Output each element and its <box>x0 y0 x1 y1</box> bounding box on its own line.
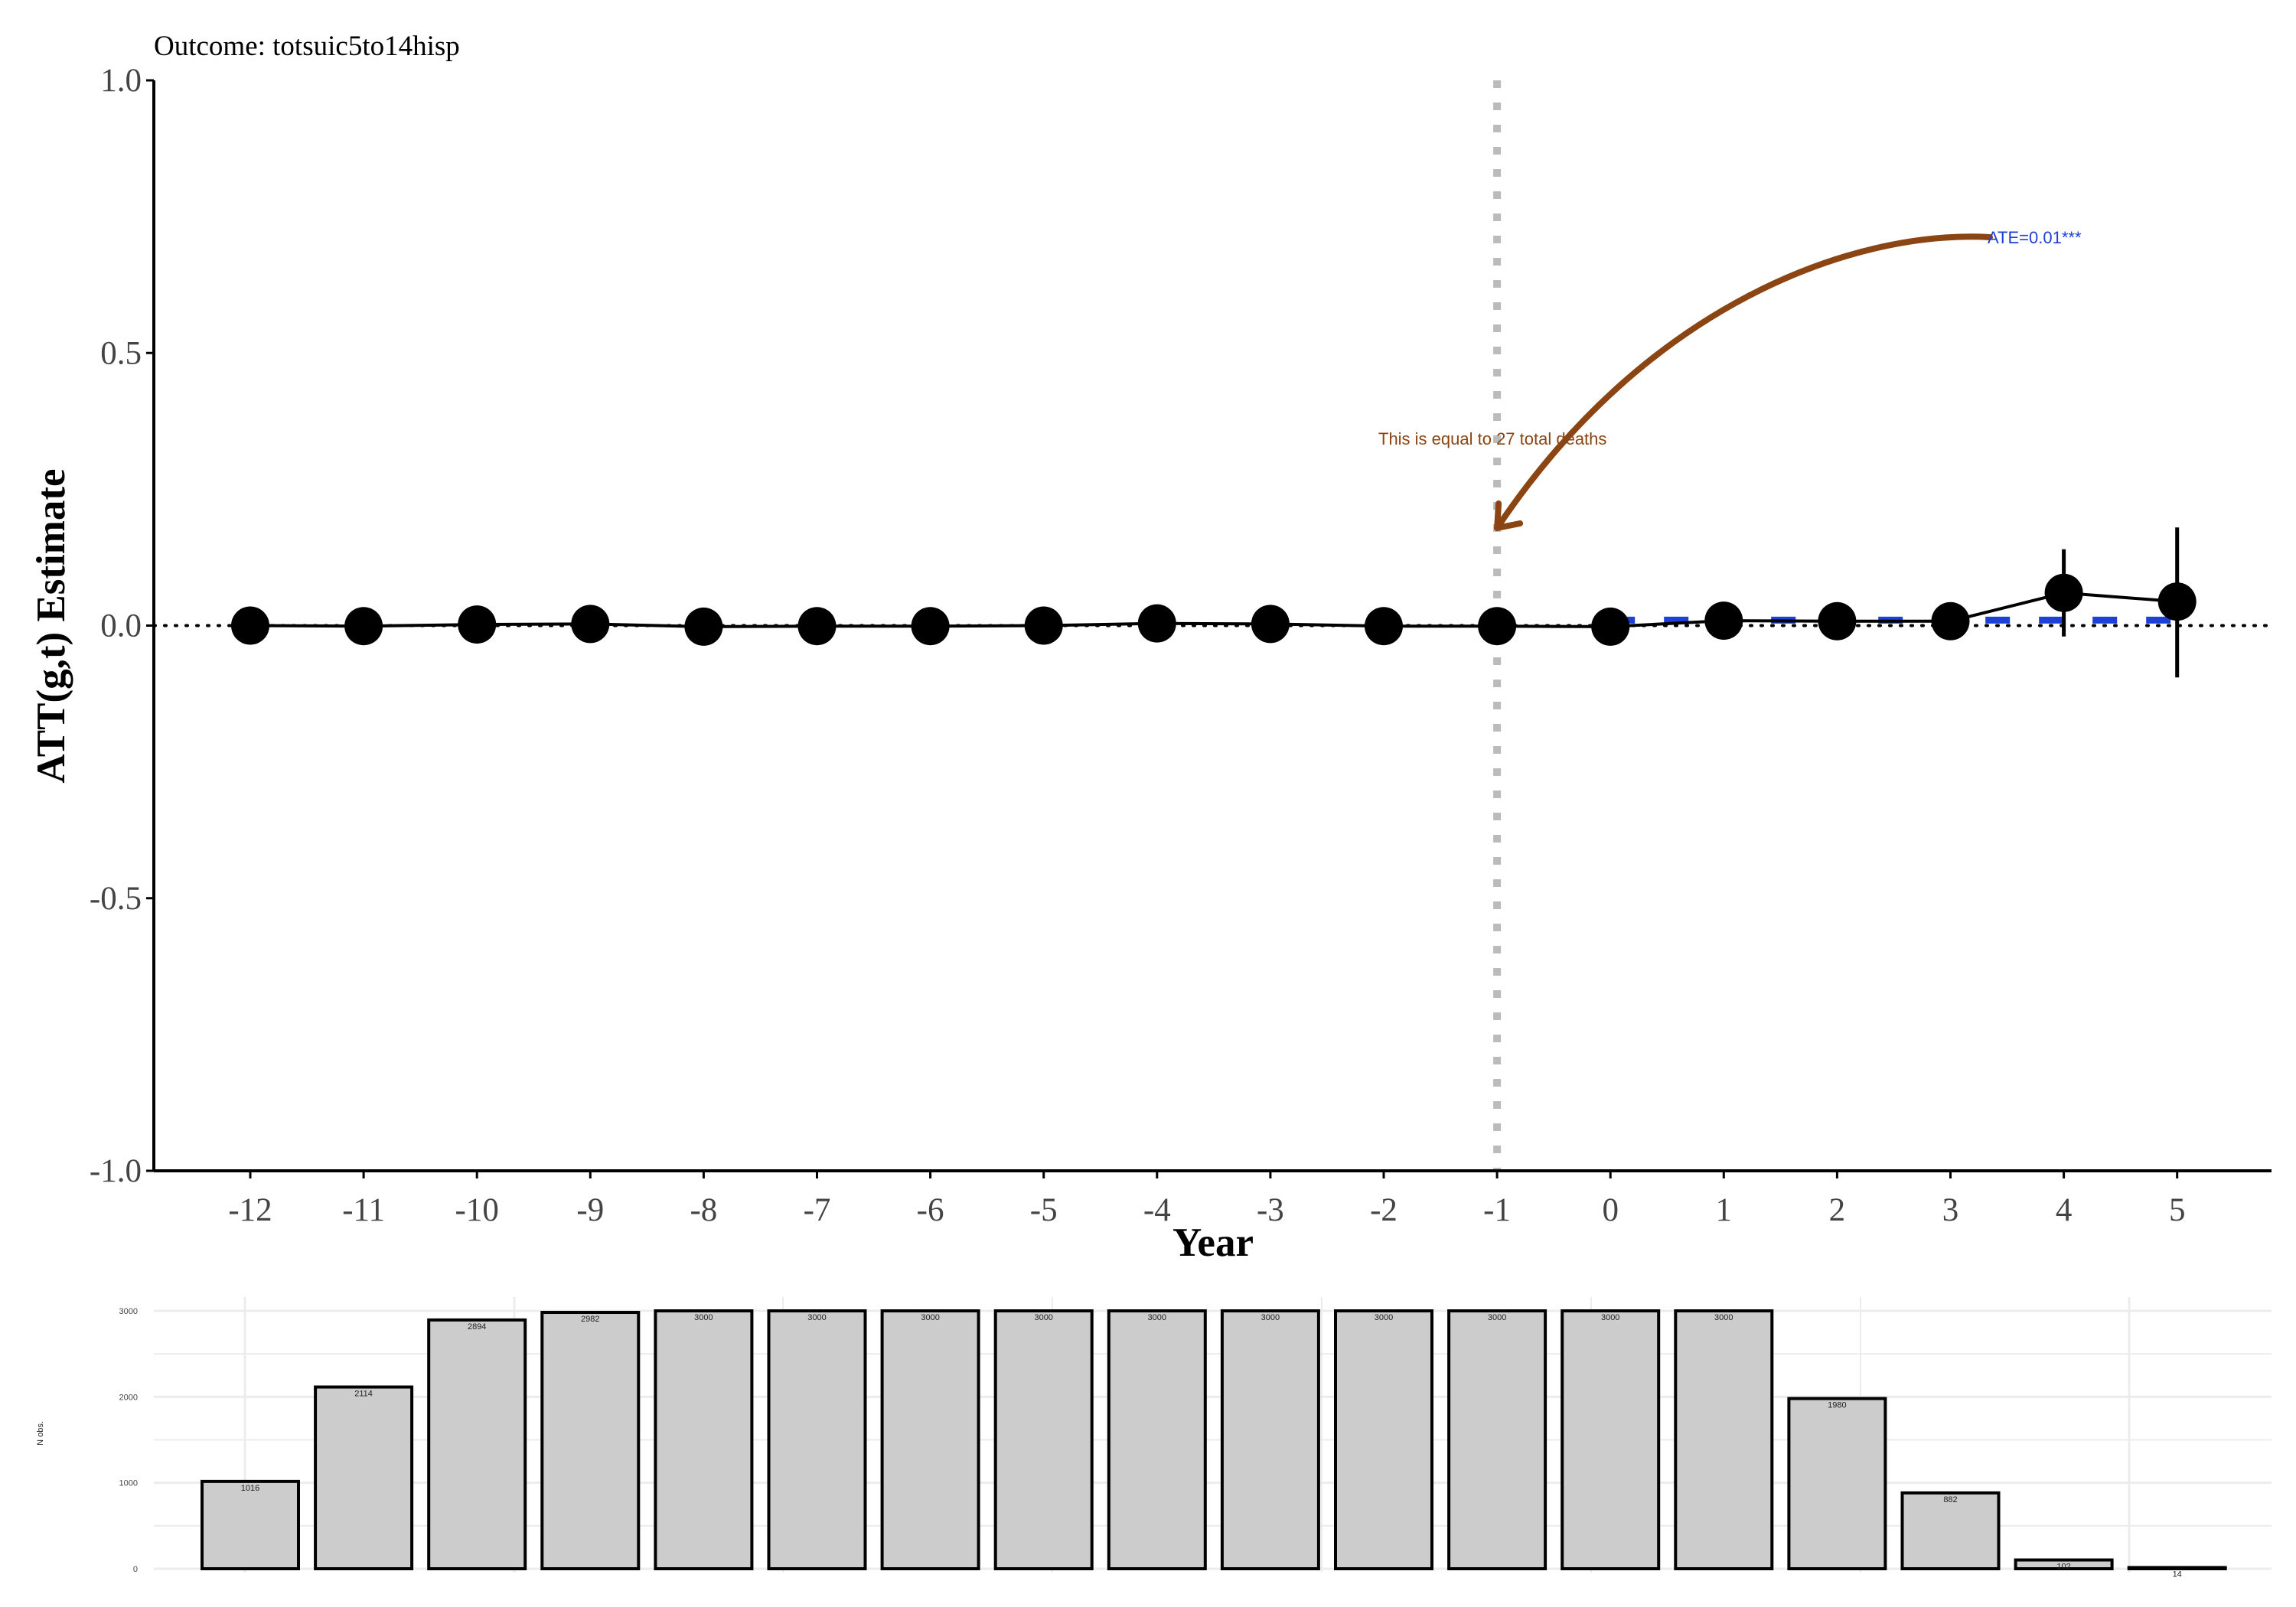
att-point <box>1478 607 1517 646</box>
att-point <box>1591 607 1630 646</box>
att-point <box>571 605 610 644</box>
att-point <box>911 607 950 646</box>
bar-y-tick-label: 2000 <box>119 1393 138 1402</box>
n-obs-bar <box>1334 1309 1433 1570</box>
bar-y-tick-label: 1000 <box>119 1479 138 1488</box>
att-point <box>1024 606 1063 645</box>
bar-value-label: 2894 <box>468 1322 486 1332</box>
bar-value-label: 3000 <box>694 1313 713 1322</box>
n-obs-bar <box>1561 1309 1661 1570</box>
att-point <box>1137 604 1176 643</box>
bar-y-axis-title: N obs. <box>36 1421 45 1446</box>
att-point <box>2157 582 2197 621</box>
n-obs-bar <box>993 1309 1094 1570</box>
x-tick-label: -3 <box>1257 1192 1284 1228</box>
att-point <box>1818 601 1857 641</box>
x-tick-label: -9 <box>576 1192 604 1228</box>
att-estimate-line <box>249 591 2177 628</box>
curved-arrow <box>1494 233 1993 531</box>
n-obs-bar <box>2014 1558 2114 1570</box>
y-tick-label: 0.5 <box>100 335 142 371</box>
bar-value-label: 1016 <box>241 1484 259 1493</box>
att-point <box>1365 607 1403 646</box>
n-obs-bar <box>767 1309 867 1570</box>
x-tick-label: 5 <box>2169 1192 2186 1228</box>
x-tick-label: -5 <box>1030 1192 1058 1228</box>
y-tick-label: -1.0 <box>90 1153 142 1189</box>
bar-value-label: 3000 <box>1034 1313 1052 1322</box>
n-obs-bar <box>1220 1309 1320 1570</box>
n-obs-bar <box>2127 1566 2227 1570</box>
att-point <box>344 607 383 646</box>
bar-value-label: 3000 <box>1261 1313 1280 1322</box>
n-obs-bar <box>654 1309 754 1570</box>
bar-value-label: 3000 <box>1488 1313 1506 1322</box>
n-obs-bar <box>427 1318 527 1570</box>
ate-label: ATE=0.01*** <box>1988 228 2082 247</box>
x-tick-label: -4 <box>1143 1192 1171 1228</box>
y-axis-title: ATT(g,t) Estimate <box>29 468 73 783</box>
bar-value-label: 3000 <box>807 1313 826 1322</box>
bar-value-label: 2114 <box>354 1390 373 1399</box>
x-tick-label: -1 <box>1483 1192 1511 1228</box>
bar-value-label: 14 <box>2173 1570 2182 1579</box>
bar-value-label: 3000 <box>1601 1313 1619 1322</box>
x-tick-label: 1 <box>1716 1192 1733 1228</box>
n-obs-bar <box>1674 1309 1774 1570</box>
x-tick-label: -7 <box>804 1192 831 1228</box>
arrow-head <box>1494 500 1524 531</box>
att-point <box>1931 601 1970 641</box>
x-tick-label: -12 <box>228 1192 272 1228</box>
bar-value-label: 3000 <box>1714 1313 1733 1322</box>
att-point <box>684 607 723 646</box>
x-axis-title: Year <box>1172 1221 1254 1265</box>
n-obs-bar <box>201 1479 300 1571</box>
x-tick-label: -8 <box>690 1192 717 1228</box>
bar-value-label: 1980 <box>1828 1401 1846 1410</box>
x-tick-label: -6 <box>917 1192 944 1228</box>
deaths-annotation: This is equal to 27 total deaths <box>1378 429 1606 448</box>
att-point <box>797 607 837 646</box>
att-point <box>231 606 269 645</box>
att-point <box>1704 601 1743 641</box>
x-tick-label: 2 <box>1829 1192 1846 1228</box>
bar-value-label: 3000 <box>1375 1313 1393 1322</box>
y-tick-label: 1.0 <box>100 63 142 99</box>
bar-value-label: 3000 <box>921 1313 939 1322</box>
bar-value-label: 102 <box>2056 1563 2070 1572</box>
x-tick-label: 4 <box>2056 1192 2073 1228</box>
bar-y-tick-label: 0 <box>133 1565 138 1574</box>
n-obs-bar <box>1107 1309 1207 1570</box>
bar-value-label: 3000 <box>1148 1313 1166 1322</box>
n-obs-bar <box>880 1309 980 1570</box>
n-obs-bar <box>1447 1309 1548 1570</box>
bar-y-tick-label: 3000 <box>119 1307 138 1316</box>
n-obs-bar <box>540 1311 641 1570</box>
x-tick-label: 3 <box>1942 1192 1959 1228</box>
bar-value-label: 882 <box>1943 1495 1957 1504</box>
y-tick-label: 0.0 <box>100 608 142 644</box>
y-tick-label: -0.5 <box>90 881 142 917</box>
chart-title: Outcome: totsuic5to14hisp <box>154 31 460 62</box>
att-point <box>2044 573 2083 612</box>
x-tick-label: -2 <box>1370 1192 1397 1228</box>
x-tick-label: -11 <box>342 1192 385 1228</box>
n-obs-bar <box>314 1385 414 1571</box>
att-point <box>458 605 497 644</box>
n-obs-bar-chart: 0 1000 2000 3000 N obs. 1016 2114 2894 2982 3000 3… <box>36 1297 2272 1579</box>
x-tick-label: -10 <box>455 1192 499 1228</box>
n-obs-bar <box>1900 1491 2001 1570</box>
x-tick-label: 0 <box>1602 1192 1619 1228</box>
bar-value-label: 2982 <box>581 1315 599 1324</box>
att-point <box>1251 605 1290 644</box>
n-obs-bar <box>1787 1397 1887 1570</box>
att-plot: 1.00.50.0-0.5-1.0-12 -11 -10 -9 -8 -7 -6 -5 -4 -3… <box>29 63 2273 1265</box>
